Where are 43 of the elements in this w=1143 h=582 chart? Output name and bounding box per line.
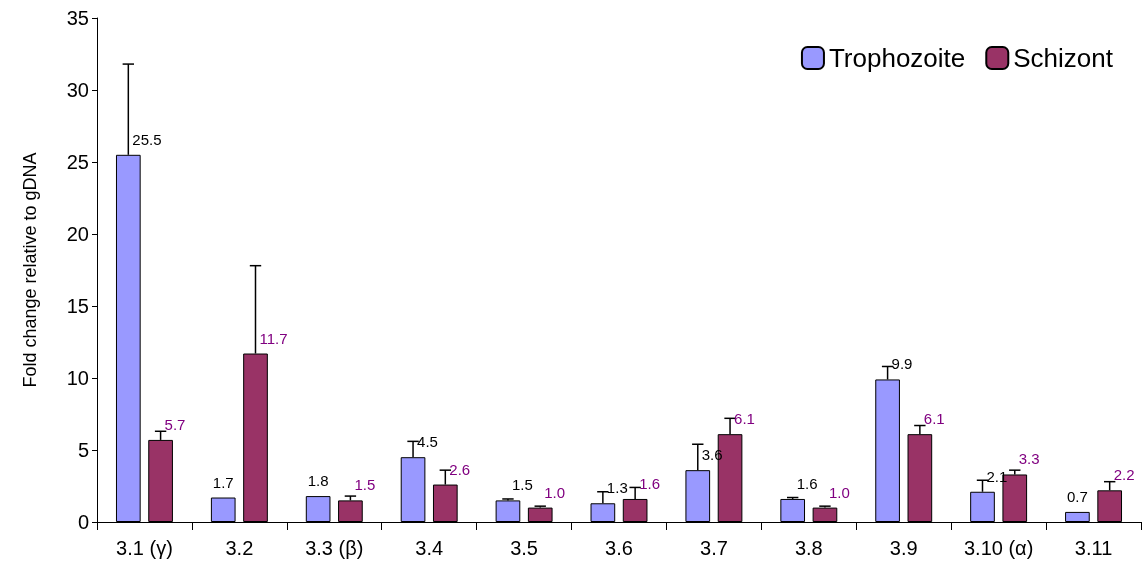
data-label: 3.3 — [1018, 450, 1040, 468]
x-tick-label: 3.7 — [700, 537, 728, 559]
y-tick-label: 5 — [77, 439, 89, 461]
y-tick-label: 15 — [66, 295, 89, 317]
data-label: 2.1 — [986, 467, 1008, 485]
data-label: 1.0 — [544, 483, 566, 501]
y-tick-label: 30 — [66, 79, 89, 101]
y-tick-label: 25 — [66, 151, 89, 173]
data-label: 2.2 — [1113, 466, 1135, 484]
x-tick-label: 3.4 — [415, 537, 444, 559]
x-tick-label: 3.3 (β) — [305, 537, 364, 559]
y-tick-label: 20 — [66, 223, 89, 245]
data-label: 6.1 — [734, 410, 755, 428]
data-label: 1.7 — [212, 473, 234, 491]
data-label: 6.1 — [923, 410, 945, 428]
data-label: 1.5 — [511, 476, 533, 494]
x-tick-label: 3.8 — [794, 537, 823, 559]
x-tick-label: 3.11 — [1074, 537, 1113, 559]
data-label: 5.7 — [164, 415, 186, 433]
data-label: 1.6 — [796, 474, 818, 492]
y-tick-label: 10 — [66, 367, 89, 389]
data-label: 9.9 — [891, 355, 913, 373]
y-axis-title: Fold change relative to gDNA — [20, 152, 40, 388]
data-label: 1.6 — [639, 474, 660, 492]
legend-label: Trophozoite — [828, 43, 966, 73]
data-label: 1.0 — [828, 483, 850, 501]
data-label: 4.5 — [417, 433, 438, 451]
data-label: 0.7 — [1066, 487, 1088, 505]
data-label: 11.7 — [259, 329, 288, 347]
x-tick-label: 3.6 — [605, 537, 633, 559]
data-label: 2.6 — [449, 460, 471, 478]
x-tick-label: 3.10 (α) — [963, 537, 1034, 559]
legend-label: Schizont — [1013, 43, 1114, 73]
data-label: 1.5 — [354, 476, 376, 494]
data-label: 1.8 — [307, 472, 329, 490]
data-label: 1.3 — [606, 479, 628, 497]
x-tick-label: 3.2 — [225, 537, 254, 559]
data-label: 25.5 — [132, 130, 162, 148]
x-tick-label: 3.9 — [889, 537, 918, 559]
x-tick-label: 3.1 (γ) — [116, 537, 173, 559]
x-tick-label: 3.5 — [510, 537, 538, 559]
y-tick-label: 0 — [77, 511, 89, 533]
y-tick-label: 35 — [66, 7, 89, 29]
